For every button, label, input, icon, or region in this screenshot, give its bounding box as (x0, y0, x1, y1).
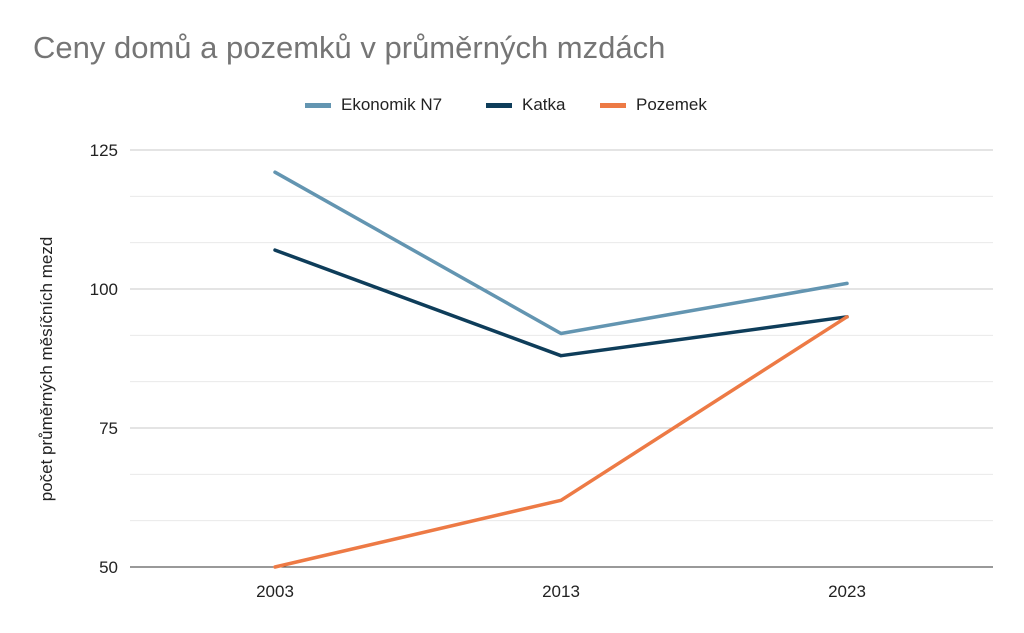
x-tick-label: 2013 (542, 582, 580, 601)
y-tick-label: 75 (99, 419, 118, 438)
series-line-ekonomik-n7 (273, 170, 849, 336)
legend-swatch-katka (486, 102, 512, 108)
legend-item-pozemek: Pozemek (600, 93, 707, 117)
y-tick-label: 50 (99, 558, 118, 577)
legend-swatch-ekonomik-n7 (305, 102, 331, 108)
series-line-katka (273, 248, 849, 358)
legend-label-ekonomik-n7: Ekonomik N7 (341, 95, 443, 114)
legend-item-ekonomik-n7: Ekonomik N7 (305, 93, 442, 117)
chart-title: Ceny domů a pozemků v průměrných mzdách (33, 30, 666, 65)
legend-label-katka: Katka (522, 95, 566, 114)
series-line-pozemek (273, 315, 849, 569)
y-tick-label: 125 (90, 141, 118, 160)
x-tick-label: 2003 (256, 582, 294, 601)
legend: Ekonomik N7 Katka Pozemek (0, 93, 1024, 117)
x-tick-label: 2023 (828, 582, 866, 601)
legend-item-katka: Katka (486, 93, 565, 117)
legend-label-pozemek: Pozemek (636, 95, 707, 114)
y-tick-label: 100 (90, 280, 118, 299)
legend-swatch-pozemek (600, 102, 626, 108)
